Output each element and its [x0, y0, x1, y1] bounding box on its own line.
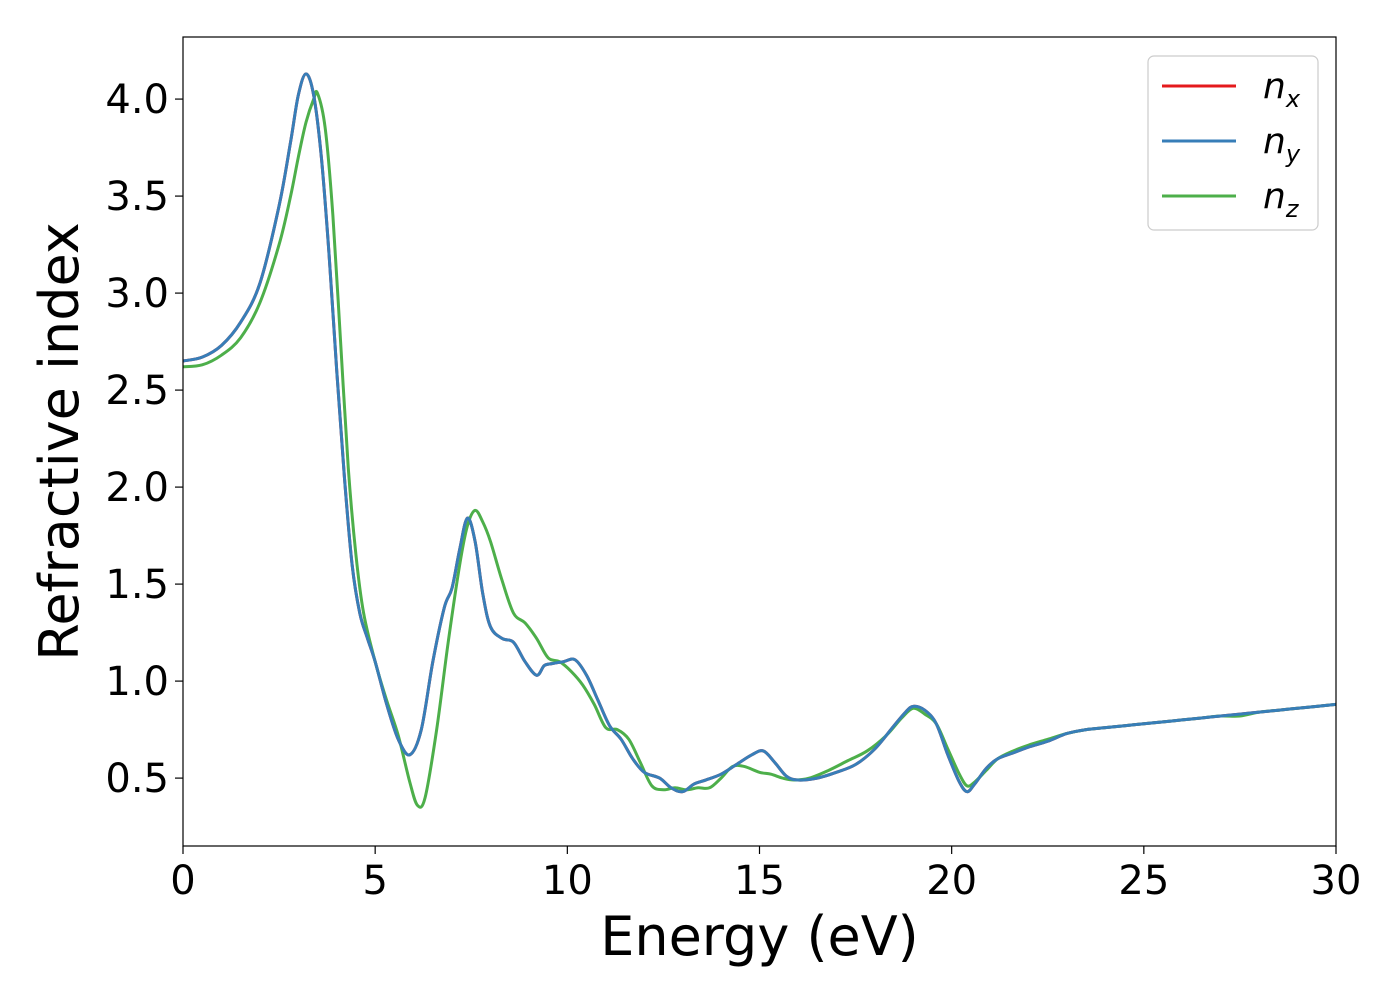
y-tick-label: 0.5: [105, 756, 169, 802]
y-tick-label: 3.5: [105, 174, 169, 220]
legend: nx ny nz: [1147, 55, 1319, 231]
y-tick-label: 4.0: [105, 77, 169, 123]
series-line-nz: [183, 89, 1336, 809]
legend-label-nz: nz: [1263, 176, 1300, 223]
x-tick-label: 5: [362, 858, 387, 904]
legend-box: [1147, 55, 1319, 231]
x-tick-label: 15: [734, 858, 785, 904]
series-line-ny: [183, 72, 1336, 794]
y-tick-label: 2.0: [105, 465, 169, 511]
y-axis-ticks: 0.5 1.0 1.5 2.0 2.5 3.0 3.5 4.0: [105, 77, 183, 802]
x-tick-label: 25: [1118, 858, 1169, 904]
y-tick-label: 1.0: [105, 659, 169, 705]
series-group: [183, 72, 1336, 809]
y-tick-label: 3.0: [105, 271, 169, 317]
x-axis-label: Energy (eV): [600, 905, 919, 968]
legend-label-ny: ny: [1263, 121, 1301, 168]
y-tick-label: 2.5: [105, 368, 169, 414]
legend-label-nx: nx: [1263, 66, 1301, 113]
x-tick-label: 30: [1311, 858, 1362, 904]
y-tick-label: 1.5: [105, 562, 169, 608]
x-axis-ticks: 0 5 10 15 20 25 30: [170, 846, 1361, 904]
x-tick-label: 20: [926, 858, 977, 904]
x-tick-label: 10: [542, 858, 593, 904]
y-axis-label: Refractive index: [28, 222, 91, 661]
x-tick-label: 0: [170, 858, 195, 904]
